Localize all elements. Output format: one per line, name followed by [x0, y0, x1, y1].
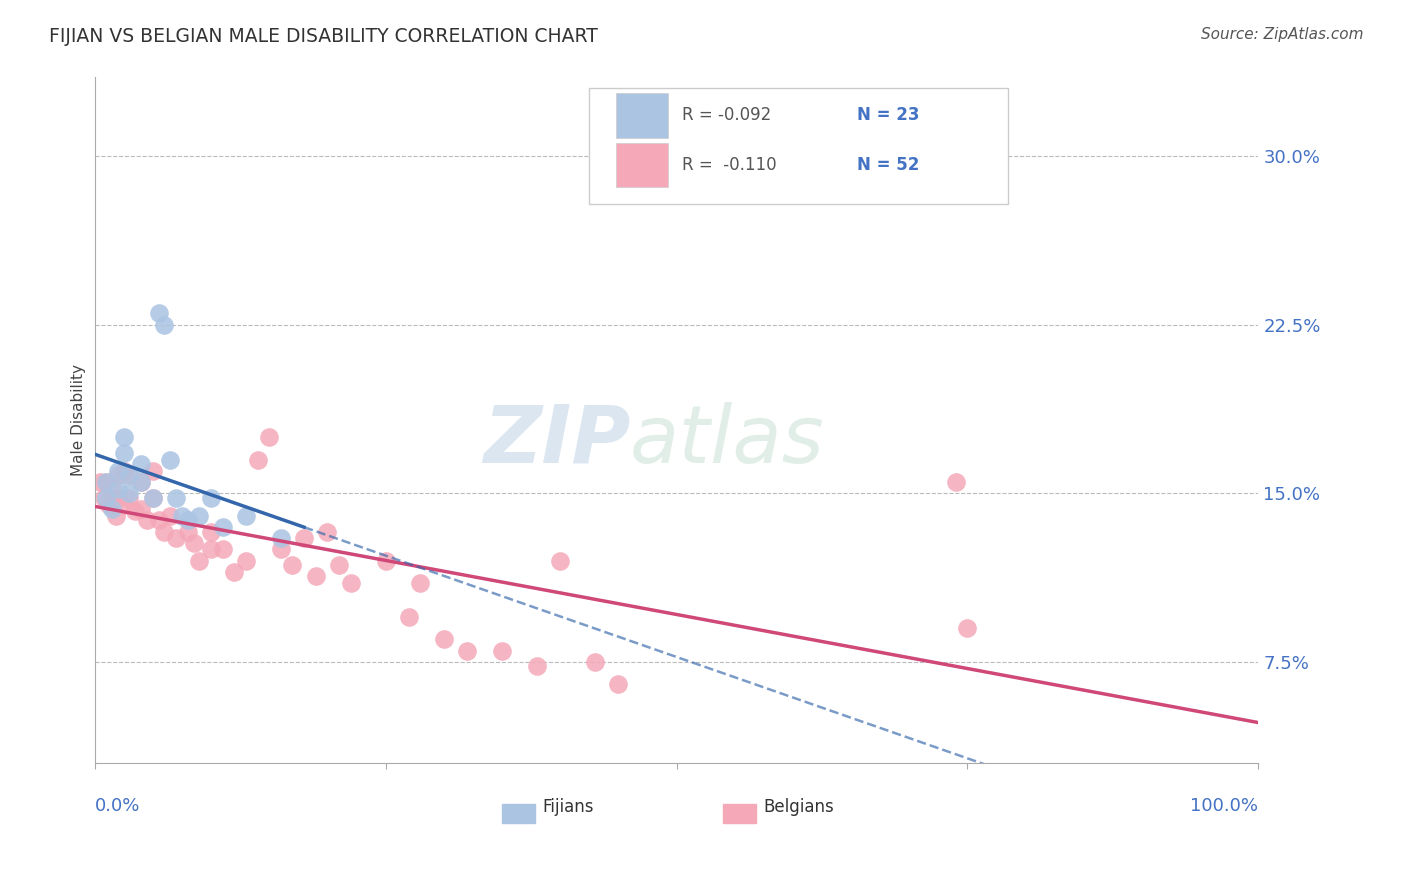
Text: N = 23: N = 23 [856, 106, 920, 124]
Point [433, 632, 456, 647]
Point [129, 475, 152, 489]
Point [235, 508, 257, 523]
Y-axis label: Male Disability: Male Disability [72, 364, 86, 476]
Point [548, 554, 571, 568]
Point [456, 643, 478, 657]
FancyBboxPatch shape [589, 87, 1008, 204]
Point [118, 486, 141, 500]
Point [491, 643, 513, 657]
Point [607, 677, 630, 691]
Point [188, 508, 211, 523]
Point [211, 520, 233, 534]
Point [96, 475, 118, 489]
Point [148, 513, 170, 527]
Point [583, 655, 606, 669]
Point [292, 531, 315, 545]
Point [93, 491, 115, 505]
Point [188, 554, 211, 568]
FancyBboxPatch shape [723, 805, 755, 823]
Point [142, 464, 165, 478]
FancyBboxPatch shape [616, 143, 668, 187]
Point [165, 531, 187, 545]
Point [107, 464, 129, 478]
Point [211, 542, 233, 557]
Point [281, 558, 304, 573]
Point [112, 464, 135, 478]
Point [101, 479, 124, 493]
FancyBboxPatch shape [502, 805, 534, 823]
Point [112, 430, 135, 444]
Point [96, 491, 118, 505]
Point [316, 524, 339, 539]
Point [270, 531, 292, 545]
Point [97, 498, 120, 512]
Point [148, 306, 170, 320]
Point [101, 502, 124, 516]
Point [956, 621, 979, 635]
Point [118, 468, 141, 483]
Point [398, 610, 420, 624]
Point [107, 491, 129, 505]
Point [159, 452, 181, 467]
Point [129, 502, 152, 516]
Point [165, 491, 187, 505]
Point [89, 475, 111, 489]
Text: 0.0%: 0.0% [94, 797, 141, 815]
Point [328, 558, 350, 573]
FancyBboxPatch shape [616, 93, 668, 137]
Text: Fijians: Fijians [543, 798, 595, 816]
Text: atlas: atlas [630, 401, 825, 480]
Text: Source: ZipAtlas.com: Source: ZipAtlas.com [1201, 27, 1364, 42]
Point [129, 457, 152, 471]
Point [124, 504, 146, 518]
Point [945, 475, 967, 489]
Point [112, 446, 135, 460]
Text: FIJIAN VS BELGIAN MALE DISABILITY CORRELATION CHART: FIJIAN VS BELGIAN MALE DISABILITY CORREL… [49, 27, 598, 45]
Point [200, 491, 222, 505]
Point [112, 498, 135, 512]
Text: Belgians: Belgians [763, 798, 835, 816]
Text: N = 52: N = 52 [856, 155, 920, 174]
Point [374, 554, 396, 568]
Point [200, 524, 222, 539]
Point [176, 524, 198, 539]
Point [153, 524, 176, 539]
Point [107, 468, 129, 483]
Text: R = -0.092: R = -0.092 [682, 106, 772, 124]
Point [409, 576, 432, 591]
Point [246, 452, 269, 467]
Point [104, 508, 127, 523]
Text: ZIP: ZIP [482, 401, 630, 480]
Point [526, 659, 548, 673]
Point [118, 491, 141, 505]
Point [339, 576, 361, 591]
Point [224, 565, 246, 579]
Point [129, 475, 152, 489]
Text: R =  -0.110: R = -0.110 [682, 155, 778, 174]
Point [270, 542, 292, 557]
Point [96, 475, 118, 489]
Point [257, 430, 280, 444]
Point [153, 318, 176, 332]
Point [183, 535, 205, 549]
Point [176, 513, 198, 527]
Text: 100.0%: 100.0% [1191, 797, 1258, 815]
Point [200, 542, 222, 557]
Point [142, 491, 165, 505]
Point [235, 554, 257, 568]
Point [170, 508, 193, 523]
Point [142, 491, 165, 505]
Point [136, 513, 159, 527]
Point [107, 482, 129, 496]
Point [101, 498, 124, 512]
Point [118, 468, 141, 483]
Point [159, 508, 181, 523]
Point [305, 569, 328, 583]
